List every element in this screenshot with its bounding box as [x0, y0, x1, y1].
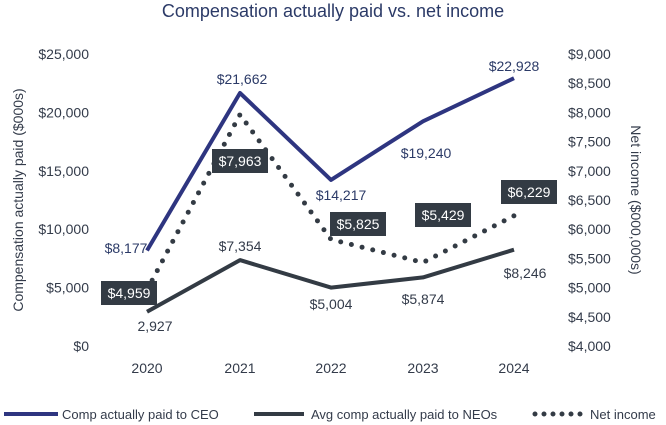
legend-label-0: Comp actually paid to CEO	[62, 407, 219, 422]
ceo-data-label: $21,662	[217, 71, 268, 87]
y2-tick-label: $4,000	[568, 338, 611, 354]
data-labels: $8,177 $21,662 $14,217 $19,240 $22,928 2,927 $…	[101, 58, 557, 334]
y2-tick-label: $5,000	[568, 280, 611, 296]
net-income-data-label: $4,959	[108, 285, 151, 301]
y2-tick-label: $8,500	[568, 75, 611, 91]
neo-data-label: $5,004	[310, 296, 353, 312]
net-income-label-box	[415, 203, 471, 227]
ceo-data-label: $22,928	[489, 58, 540, 74]
legend: Comp actually paid to CEO Avg comp actual…	[4, 407, 656, 422]
series-line-0	[145, 76, 515, 252]
net-income-label-box	[501, 180, 557, 204]
x-tick-label: 2022	[315, 360, 346, 376]
series-lines	[144, 76, 517, 314]
y2-tick-label: $8,000	[568, 104, 611, 120]
x-tick-label: 2020	[131, 360, 162, 376]
y2-axis-title: Net income ($000,000s)	[628, 125, 644, 274]
y2-tick-label: $5,500	[568, 250, 611, 266]
ceo-data-label: $14,217	[316, 187, 367, 203]
y-tick-label: $15,000	[38, 163, 89, 179]
y2-axis-ticks: $4,000 $4,500 $5,000 $5,500 $6,000 $6,500 $7,0…	[568, 46, 611, 354]
ceo-data-label: $19,240	[401, 145, 452, 161]
x-tick-label: 2021	[224, 360, 255, 376]
neo-data-label: $7,354	[219, 238, 262, 254]
y2-tick-label: $7,000	[568, 163, 611, 179]
y2-tick-label: $4,500	[568, 309, 611, 325]
net-income-data-label: $5,429	[422, 207, 465, 223]
y2-tick-label: $9,000	[568, 46, 611, 62]
net-income-data-label: $6,229	[508, 184, 551, 200]
x-tick-label: 2024	[498, 360, 529, 376]
legend-label-1: Avg comp actually paid to NEOs	[311, 407, 498, 422]
net-income-data-label: $7,963	[219, 153, 262, 169]
neo-data-label: $8,246	[504, 265, 547, 281]
net-income-label-box	[212, 149, 268, 173]
y-tick-label: $0	[73, 338, 89, 354]
net-income-label-box	[101, 281, 157, 305]
x-tick-label: 2023	[407, 360, 438, 376]
net-income-data-label: $5,825	[337, 216, 380, 232]
ceo-data-label: $8,177	[105, 240, 148, 256]
y-tick-label: $25,000	[38, 46, 89, 62]
y2-tick-label: $6,000	[568, 221, 611, 237]
series-line-2	[144, 112, 517, 293]
y-axis-title: Compensation actually paid ($000s)	[10, 88, 26, 311]
y2-tick-label: $6,500	[568, 192, 611, 208]
y-tick-label: $20,000	[38, 104, 89, 120]
y-tick-label: $5,000	[46, 280, 89, 296]
chart-title: Compensation actually paid vs. net incom…	[162, 1, 504, 21]
neo-data-label: $5,874	[402, 291, 445, 307]
y2-tick-label: $7,500	[568, 134, 611, 150]
y-axis-ticks: $0 $5,000 $10,000 $15,000 $20,000 $25,000	[38, 46, 89, 354]
series-line-1	[146, 247, 515, 314]
legend-label-2: Net income	[590, 407, 656, 422]
neo-data-label: 2,927	[137, 318, 172, 334]
x-axis-ticks: 2020 2021 2022 2023 2024	[131, 360, 529, 376]
net-income-label-box	[330, 212, 386, 236]
y-tick-label: $10,000	[38, 221, 89, 237]
